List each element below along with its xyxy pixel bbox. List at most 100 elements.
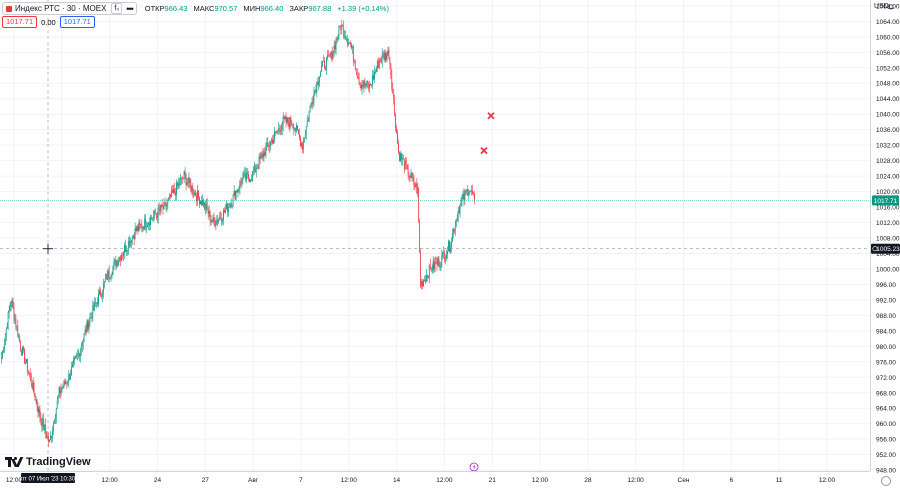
candle-body <box>305 126 307 135</box>
candle-body <box>471 190 472 192</box>
tradingview-logo[interactable]: TradingView <box>5 456 91 468</box>
candle-body <box>224 210 225 213</box>
candle-body <box>89 317 91 323</box>
candle-body <box>97 302 98 305</box>
candle-body <box>313 92 315 102</box>
candle-body <box>108 271 110 278</box>
symbol-selector[interactable]: Индекс РТС · 30 · MOEX f₀ ••• <box>2 2 137 15</box>
candle-body <box>156 214 158 218</box>
candle-body <box>40 417 42 421</box>
candle-body <box>170 194 171 198</box>
candle-body <box>258 156 260 168</box>
candle-body <box>316 81 318 93</box>
candle-body <box>107 271 109 281</box>
price-tick-label: 1056.00 <box>876 50 900 57</box>
more-dots-icon[interactable]: ••• <box>126 3 134 14</box>
candle-body <box>235 191 237 200</box>
candle-body <box>176 182 178 187</box>
candle-body <box>75 355 77 357</box>
candle-body <box>61 388 63 391</box>
open-value: 966.43 <box>164 4 188 13</box>
time-tick-label: Сен <box>678 477 690 484</box>
candle-body <box>33 382 35 394</box>
bell-icon[interactable] <box>888 4 894 10</box>
candle-body <box>452 228 454 234</box>
candle-body <box>71 367 72 376</box>
time-tick-label: 12:00 <box>819 477 836 484</box>
candle-body <box>311 103 313 105</box>
crosshair-time-tag <box>21 473 75 483</box>
candle-body <box>300 143 302 147</box>
candle-body <box>360 85 362 89</box>
candle-series <box>1 19 475 448</box>
candle-body <box>354 61 356 70</box>
candle-body <box>66 382 68 384</box>
candle-body <box>370 84 371 85</box>
candle-body <box>265 147 267 156</box>
candle-body <box>400 153 401 161</box>
candle-body <box>32 382 34 390</box>
time-tick-label: 14 <box>393 477 401 484</box>
candle-body <box>457 210 459 220</box>
price-axis[interactable]: 1068.00 1064.00 1060.00 1056.00 1052.00 1048.… <box>870 0 900 488</box>
candle-body <box>198 190 199 198</box>
time-tick-label: 21 <box>489 477 497 484</box>
candle-body <box>162 207 164 210</box>
candle-body <box>70 375 71 380</box>
candle-body <box>282 116 284 125</box>
sell-button[interactable]: 1017.71 <box>2 16 38 28</box>
function-button[interactable]: f₀ <box>111 3 123 14</box>
candle-body <box>462 193 464 199</box>
candle-body <box>69 374 71 380</box>
candle-body <box>366 81 368 86</box>
price-tick-label: 956.00 <box>876 437 896 444</box>
candle-body <box>140 224 142 226</box>
candle-body <box>295 128 296 131</box>
candle-body <box>36 399 38 407</box>
candle-body <box>357 76 359 78</box>
candle-body <box>92 305 94 319</box>
candle-body <box>29 373 31 376</box>
candle-body <box>150 217 151 226</box>
candle-body <box>47 436 48 439</box>
buy-button[interactable]: 1017.71 <box>59 16 95 28</box>
candle-body <box>398 143 399 153</box>
last-price-label: 1017.71 <box>874 198 898 205</box>
candle-body <box>346 38 347 40</box>
candle-body <box>433 261 435 270</box>
candle-body <box>272 139 273 144</box>
candle-body <box>233 191 235 195</box>
candle-body <box>308 111 310 121</box>
candle-body <box>322 60 323 66</box>
candle-body <box>435 262 437 264</box>
candle-body <box>116 261 118 268</box>
candle-body <box>232 194 234 204</box>
candle-body <box>195 192 196 197</box>
candle-body <box>182 178 184 180</box>
candle-body <box>103 281 105 284</box>
settings-gear-icon[interactable] <box>881 476 891 486</box>
candle-body <box>183 171 185 179</box>
candle-body <box>362 85 364 87</box>
candle-body <box>134 228 136 240</box>
time-tick-label: 27 <box>202 477 210 484</box>
currency-label[interactable]: USD <box>874 3 889 10</box>
candle-body <box>62 387 64 389</box>
candle-body <box>125 245 126 252</box>
candle-body <box>157 207 159 218</box>
candle-body <box>250 180 252 181</box>
candle-body <box>123 252 124 256</box>
candle-body <box>100 290 101 296</box>
high-label: МАКС <box>193 4 215 13</box>
candle-body <box>267 142 269 146</box>
candle-body <box>190 183 192 192</box>
time-axis[interactable]: 12:001712:002427Авг712:001412:002112:002… <box>0 471 870 485</box>
candle-body <box>79 350 81 357</box>
candle-body <box>25 362 26 364</box>
candle-body <box>225 209 226 213</box>
candle-body <box>458 210 460 213</box>
crosshair-price-tag <box>871 243 900 254</box>
candle-body <box>358 77 360 85</box>
candle-body <box>139 222 141 225</box>
